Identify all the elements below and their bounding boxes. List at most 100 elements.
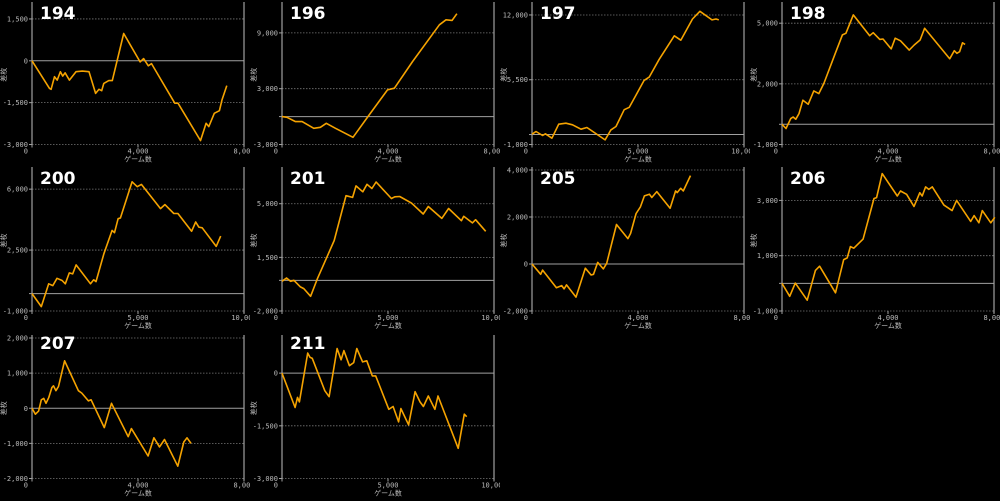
y-tick-label: -2,000 [253, 308, 278, 316]
x-tick-label: 10,000 [231, 314, 250, 322]
series-line [281, 181, 487, 298]
x-tick-label: 0 [774, 314, 778, 322]
x-tick-label: 8,000 [983, 148, 1000, 156]
x-tick-label: 8,000 [733, 314, 750, 322]
y-tick-label: 2,500 [7, 247, 28, 255]
y-tick-label: 3,000 [257, 85, 278, 93]
x-tick-label: 8,000 [983, 314, 1000, 322]
x-tick-label: 4,000 [877, 148, 898, 156]
x-axis-label: ゲーム数 [874, 155, 902, 164]
y-tick-label: -1,000 [3, 308, 28, 316]
y-tick-label: 6,000 [7, 186, 28, 194]
y-tick-label: -1,000 [503, 141, 528, 149]
x-tick-label: 0 [524, 314, 528, 322]
chart-title: 211 [290, 334, 326, 354]
y-tick-label: -3,000 [253, 475, 278, 483]
y-axis-label: 差枚 [0, 234, 8, 248]
y-tick-label: -2,000 [503, 308, 528, 316]
chart-title: 207 [40, 334, 76, 354]
y-tick-label: 5,500 [507, 76, 528, 84]
x-tick-label: 8,000 [233, 148, 250, 156]
series-line [531, 10, 720, 141]
y-axis-label: 差枚 [0, 68, 8, 82]
y-tick-label: -1,000 [3, 440, 28, 448]
chart-title: 200 [40, 169, 76, 189]
x-axis-label: ゲーム数 [374, 321, 402, 330]
series-line [531, 175, 692, 298]
x-tick-label: 4,000 [627, 314, 648, 322]
y-tick-label: 0 [524, 261, 528, 269]
y-axis-label: 差枚 [250, 401, 258, 415]
chart-title: 197 [540, 4, 576, 24]
y-tick-label: -1,500 [3, 99, 28, 107]
y-tick-label: 2,000 [7, 335, 28, 343]
x-tick-label: 4,000 [377, 148, 398, 156]
y-axis-label: 差枚 [500, 234, 508, 248]
y-tick-label: 1,000 [757, 252, 778, 260]
y-tick-label: 2,000 [507, 214, 528, 222]
y-tick-label: -1,500 [253, 422, 278, 430]
chart-title: 196 [290, 4, 326, 24]
x-tick-label: 5,000 [627, 148, 648, 156]
y-axis-label: 差枚 [0, 401, 8, 415]
x-axis-label: ゲーム数 [624, 155, 652, 164]
series-line [31, 360, 192, 467]
x-tick-label: 10,000 [481, 482, 500, 490]
y-tick-label: -1,000 [753, 308, 778, 316]
x-axis-label: ゲーム数 [124, 155, 152, 164]
chart-title: 194 [40, 4, 76, 24]
x-tick-label: 4,000 [127, 482, 148, 490]
x-axis-label: ゲーム数 [124, 489, 152, 498]
y-tick-label: 1,500 [257, 254, 278, 262]
x-tick-label: 0 [24, 148, 28, 156]
x-tick-label: 0 [24, 314, 28, 322]
y-tick-label: 0 [24, 405, 28, 413]
x-tick-label: 0 [774, 148, 778, 156]
x-tick-label: 10,000 [731, 148, 750, 156]
chart-panel-207: 2,0001,0000-1,000-2,00004,0008,000ゲーム数差枚… [0, 330, 250, 501]
series-line [31, 181, 222, 308]
series-line [281, 13, 458, 139]
x-tick-label: 4,000 [877, 314, 898, 322]
y-axis-label: 差枚 [750, 234, 758, 248]
y-tick-label: 2,000 [757, 80, 778, 88]
y-tick-label: 9,000 [257, 29, 278, 37]
chart-title: 205 [540, 169, 576, 189]
series-line [781, 14, 966, 130]
y-axis-label: 差枚 [500, 68, 508, 82]
series-line [31, 32, 228, 142]
y-tick-label: -1,000 [753, 141, 778, 149]
y-tick-label: 1,500 [7, 15, 28, 23]
x-tick-label: 0 [274, 482, 278, 490]
chart-title: 206 [790, 169, 826, 189]
y-tick-label: 0 [274, 370, 278, 378]
x-tick-label: 8,000 [483, 148, 500, 156]
x-axis-label: ゲーム数 [124, 321, 152, 330]
x-tick-label: 5,000 [377, 482, 398, 490]
chart-title: 201 [290, 169, 326, 189]
x-tick-label: 5,000 [377, 314, 398, 322]
x-tick-label: 0 [24, 482, 28, 490]
x-tick-label: 0 [274, 314, 278, 322]
y-tick-label: -3,000 [3, 141, 28, 149]
x-tick-label: 5,000 [127, 314, 148, 322]
y-tick-label: 3,000 [757, 197, 778, 205]
y-tick-label: 1,000 [7, 370, 28, 378]
y-tick-label: -2,000 [3, 475, 28, 483]
series-line [281, 347, 468, 450]
